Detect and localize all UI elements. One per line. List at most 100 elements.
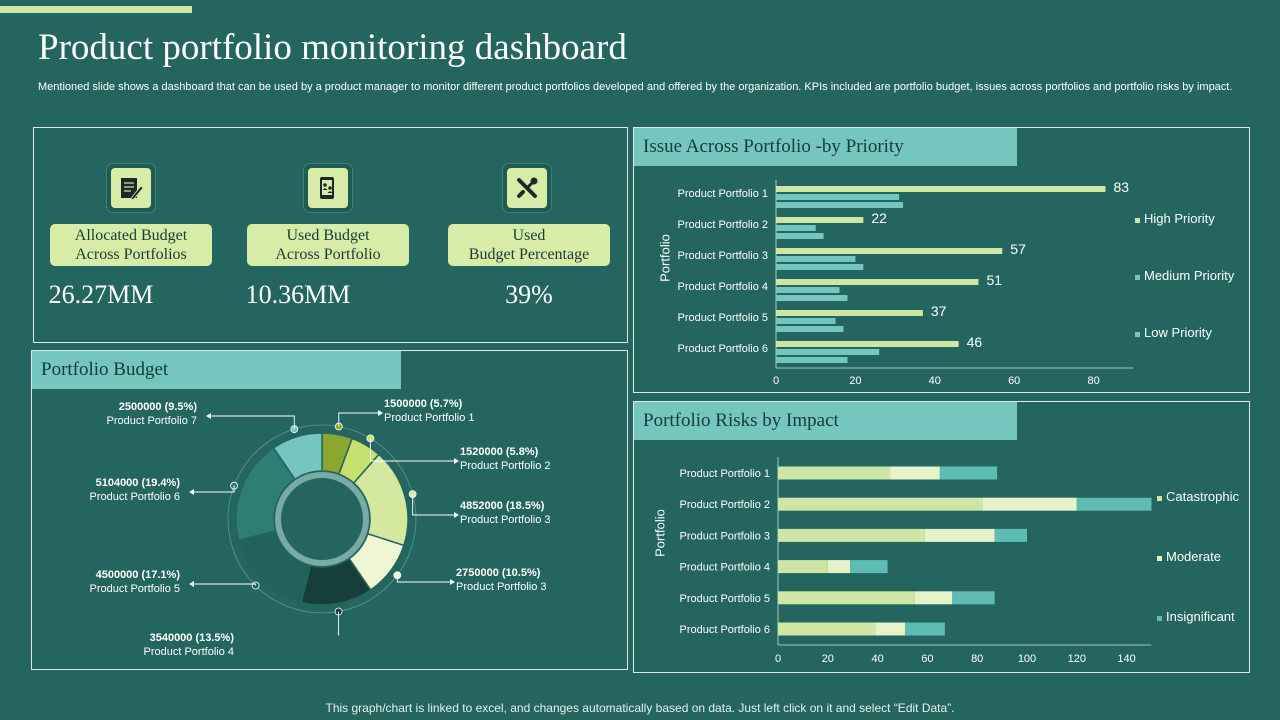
page-subtitle: Mentioned slide shows a dashboard that c… <box>38 81 1233 93</box>
category-label: Product Portfolio 3 <box>678 250 769 262</box>
callout-value-label: 1500000 (5.7%) <box>384 398 463 410</box>
callout-line <box>412 494 454 516</box>
footer-note: This graph/chart is linked to excel, and… <box>325 701 955 715</box>
x-tick-label: 80 <box>1087 375 1099 387</box>
portfolio-budget-donut-chart: 1500000 (5.7%) Product Portfolio 1 1520000… <box>90 398 551 658</box>
bar-low-priority <box>776 295 848 301</box>
x-tick-label: 100 <box>1018 653 1036 665</box>
callout-value-label: 1520000 (5.8%) <box>460 446 539 458</box>
bar-high-priority <box>776 279 979 285</box>
category-label: Product Portfolio 4 <box>680 562 771 574</box>
category-label: Product Portfolio 3 <box>680 530 771 542</box>
legend-swatch <box>1157 496 1162 501</box>
bar-moderate <box>890 466 940 480</box>
donut-outer-ring <box>227 424 417 614</box>
callout-name-label: Product Portfolio 4 <box>144 646 235 658</box>
bar-low-priority <box>776 357 848 363</box>
bar-moderate <box>924 528 995 542</box>
data-label: 51 <box>986 272 1002 288</box>
bar-moderate <box>914 591 953 605</box>
x-tick-label: 120 <box>1068 653 1086 665</box>
risks-panel: Portfolio Risks by Impact 0 20 40 60 80 100 12… <box>633 401 1250 673</box>
bar-insignificant <box>994 528 1027 542</box>
bar-high-priority <box>776 310 923 316</box>
bar-catastrophic <box>778 528 925 542</box>
callout-arrow <box>189 581 194 587</box>
bar-low-priority <box>776 264 864 270</box>
callout-arrow <box>189 489 194 495</box>
x-tick-label: 0 <box>773 375 779 387</box>
issues-header: Issue Across Portfolio -by Priority <box>634 128 1017 166</box>
callout-value-label: 4500000 (17.1%) <box>96 569 181 581</box>
data-label: 46 <box>967 334 983 350</box>
bar-high-priority <box>776 248 1003 254</box>
donut-inner-ring <box>275 472 369 566</box>
callout-line <box>194 485 235 493</box>
callout-arrow <box>378 410 383 416</box>
data-label: 22 <box>871 210 887 226</box>
x-tick-label: 40 <box>871 653 883 665</box>
category-label: Product Portfolio 6 <box>678 343 769 355</box>
y-axis-title: Portfolio <box>657 234 672 282</box>
kpi-panel: Allocated Budget Across Portfolios Used … <box>33 127 628 343</box>
kpi-value-allocated-budget: 26.27MM <box>48 280 154 309</box>
bar-medium-priority <box>776 287 840 293</box>
legend-swatch <box>1135 218 1140 223</box>
issues-by-priority-chart: 0 20 40 60 80 Product Portfolio 1 83 Product Po… <box>657 179 1235 387</box>
legend-swatch <box>1157 556 1162 561</box>
category-label: Product Portfolio 4 <box>678 281 769 293</box>
bar-moderate <box>982 497 1077 511</box>
callout-arrow <box>450 579 455 585</box>
callout-line <box>338 412 378 427</box>
bar-catastrophic <box>778 466 891 480</box>
bar-insignificant <box>850 560 888 574</box>
kpi-label-used-percentage: Used Budget Percentage <box>448 224 610 266</box>
category-label: Product Portfolio 1 <box>678 188 769 200</box>
legend-label: Medium Priority <box>1144 268 1235 283</box>
bar-catastrophic <box>778 622 876 636</box>
bar-moderate <box>875 622 905 636</box>
kpi-value-used-budget: 10.36MM <box>245 280 351 309</box>
x-tick-label: 140 <box>1117 653 1135 665</box>
risks-by-impact-chart: 0 20 40 60 80 100 120 140 Product Portfolio 1 Pro… <box>652 457 1239 665</box>
donut-hole <box>274 471 370 567</box>
callout-line <box>211 415 295 430</box>
bar-low-priority <box>776 202 904 208</box>
issues-panel: Issue Across Portfolio -by Priority 0 20 4… <box>633 127 1250 393</box>
callout-value-label: 2500000 (9.5%) <box>119 401 198 413</box>
callout-name-label: Product Portfolio 1 <box>384 412 475 424</box>
x-tick-label: 20 <box>849 375 861 387</box>
data-label: 57 <box>1010 241 1026 257</box>
bar-medium-priority <box>776 256 856 262</box>
kpi-icon-box-percentage <box>503 164 551 212</box>
category-label: Product Portfolio 1 <box>680 468 771 480</box>
callout-name-label: Product Portfolio 7 <box>107 415 198 427</box>
kpi-label-used-budget: Used Budget Across Portfolio <box>247 224 409 266</box>
risks-header: Portfolio Risks by Impact <box>634 402 1017 440</box>
legend-label: High Priority <box>1144 211 1215 226</box>
callout-arrow <box>454 512 459 518</box>
portfolio-budget-panel: Portfolio Budget 1500000 (5.7%) Product P… <box>31 350 628 670</box>
legend-label: Insignificant <box>1166 609 1235 624</box>
bar-moderate <box>827 560 851 574</box>
legend-label: Low Priority <box>1144 325 1212 340</box>
data-label: 37 <box>931 303 947 319</box>
bar-insignificant <box>1076 497 1152 511</box>
category-label: Product Portfolio 2 <box>680 499 771 511</box>
x-tick-label: 80 <box>971 653 983 665</box>
bar-medium-priority <box>776 194 900 200</box>
category-label: Product Portfolio 6 <box>680 624 771 636</box>
kpi-icon-box-allocated <box>107 164 155 212</box>
callout-name-label: Product Portfolio 2 <box>460 460 551 472</box>
callout-arrow <box>206 413 211 419</box>
bar-catastrophic <box>778 497 983 511</box>
callout-line <box>338 611 340 636</box>
callout-name-label: Product Portfolio 3 <box>456 581 547 593</box>
kpi-icon-box-used <box>304 164 352 212</box>
x-tick-label: 20 <box>822 653 834 665</box>
bar-insignificant <box>939 466 998 480</box>
bar-catastrophic <box>778 560 828 574</box>
portfolio-budget-header: Portfolio Budget <box>32 351 401 389</box>
bar-catastrophic <box>778 591 915 605</box>
bar-high-priority <box>776 186 1106 192</box>
